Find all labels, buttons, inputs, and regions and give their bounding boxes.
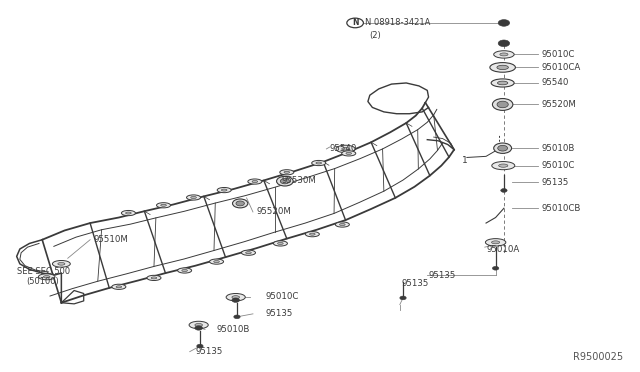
Text: 95135: 95135 — [402, 279, 429, 288]
Text: 95540: 95540 — [541, 78, 569, 87]
Ellipse shape — [278, 243, 284, 244]
Ellipse shape — [221, 189, 227, 191]
Ellipse shape — [52, 260, 70, 267]
Ellipse shape — [182, 269, 188, 272]
Ellipse shape — [346, 153, 351, 154]
Text: 95010A: 95010A — [486, 245, 519, 254]
Text: 95135: 95135 — [266, 310, 293, 318]
Ellipse shape — [189, 321, 208, 329]
Text: 95010CB: 95010CB — [541, 204, 581, 213]
Ellipse shape — [491, 79, 514, 87]
Ellipse shape — [335, 222, 349, 227]
Text: N 08918-3421A: N 08918-3421A — [365, 18, 430, 27]
Ellipse shape — [492, 161, 515, 170]
Ellipse shape — [151, 277, 157, 279]
Ellipse shape — [490, 62, 515, 72]
Text: 95010C: 95010C — [541, 50, 575, 59]
Ellipse shape — [336, 145, 355, 153]
Text: (2): (2) — [369, 31, 381, 41]
Ellipse shape — [195, 324, 202, 327]
Circle shape — [234, 315, 240, 319]
Ellipse shape — [340, 224, 345, 225]
Text: SEE SEC.500: SEE SEC.500 — [17, 267, 70, 276]
Circle shape — [195, 326, 202, 330]
Ellipse shape — [122, 211, 136, 216]
Circle shape — [236, 201, 244, 206]
Ellipse shape — [214, 260, 220, 263]
Ellipse shape — [217, 187, 231, 193]
Text: 95530M: 95530M — [282, 176, 317, 185]
Ellipse shape — [492, 241, 500, 244]
Ellipse shape — [44, 276, 50, 278]
Ellipse shape — [232, 296, 239, 299]
Circle shape — [196, 344, 203, 348]
Ellipse shape — [497, 81, 508, 85]
Ellipse shape — [485, 238, 506, 246]
Ellipse shape — [493, 51, 514, 58]
Ellipse shape — [312, 160, 326, 166]
Ellipse shape — [209, 259, 223, 264]
Ellipse shape — [226, 294, 245, 301]
Circle shape — [500, 189, 507, 192]
Ellipse shape — [125, 212, 131, 214]
Circle shape — [276, 176, 293, 186]
Ellipse shape — [186, 195, 200, 200]
Ellipse shape — [177, 268, 191, 273]
Ellipse shape — [284, 171, 290, 173]
Text: 95010CA: 95010CA — [541, 63, 581, 72]
Text: 95010B: 95010B — [541, 144, 575, 153]
Ellipse shape — [305, 232, 319, 237]
Ellipse shape — [157, 203, 171, 208]
Circle shape — [280, 179, 289, 184]
Ellipse shape — [147, 275, 161, 280]
Ellipse shape — [112, 284, 126, 289]
Text: 95135: 95135 — [195, 347, 223, 356]
Ellipse shape — [342, 147, 349, 150]
Text: (50100): (50100) — [26, 277, 59, 286]
Ellipse shape — [38, 274, 55, 280]
Text: N: N — [352, 19, 358, 28]
Text: 95520M: 95520M — [256, 208, 291, 217]
Ellipse shape — [499, 164, 508, 167]
Ellipse shape — [252, 180, 258, 183]
Circle shape — [498, 145, 508, 151]
Text: 95510M: 95510M — [93, 235, 128, 244]
Ellipse shape — [497, 65, 508, 70]
Circle shape — [497, 101, 508, 108]
Circle shape — [492, 99, 513, 110]
Ellipse shape — [116, 286, 122, 288]
Text: 1: 1 — [463, 156, 468, 165]
Text: 95010B: 95010B — [216, 325, 250, 334]
Text: 95010C: 95010C — [541, 161, 575, 170]
Text: 95135: 95135 — [541, 178, 569, 187]
Circle shape — [498, 20, 509, 26]
Circle shape — [493, 143, 511, 153]
Text: R9500025: R9500025 — [573, 352, 623, 362]
Circle shape — [492, 266, 499, 270]
Ellipse shape — [316, 162, 321, 164]
Ellipse shape — [248, 179, 262, 184]
Text: 95010C: 95010C — [266, 292, 299, 301]
Ellipse shape — [161, 204, 166, 206]
Circle shape — [498, 40, 509, 46]
Ellipse shape — [241, 250, 255, 255]
Circle shape — [232, 298, 239, 302]
Ellipse shape — [280, 170, 294, 175]
Ellipse shape — [246, 252, 252, 254]
Text: 95540: 95540 — [330, 144, 357, 153]
Ellipse shape — [58, 263, 65, 265]
Ellipse shape — [273, 241, 287, 246]
Ellipse shape — [342, 151, 356, 156]
Text: 95135: 95135 — [429, 271, 456, 280]
Text: 95520M: 95520M — [541, 100, 577, 109]
Ellipse shape — [310, 233, 315, 235]
Ellipse shape — [191, 196, 196, 199]
Circle shape — [232, 199, 248, 208]
Ellipse shape — [500, 53, 508, 56]
Circle shape — [400, 296, 406, 300]
